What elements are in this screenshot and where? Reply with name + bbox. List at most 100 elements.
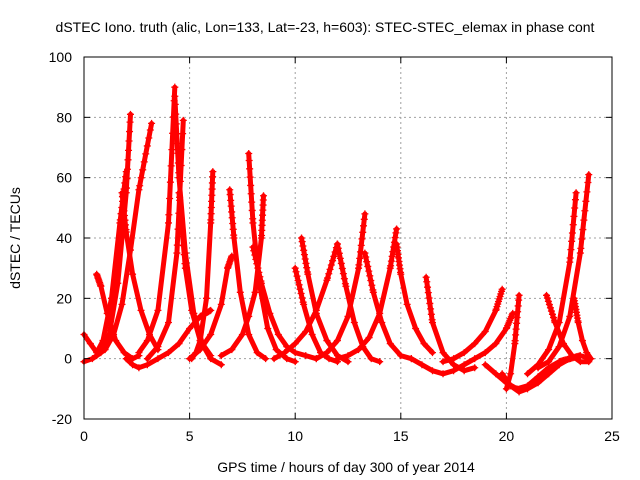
data-point: [251, 288, 259, 296]
data-point: [312, 355, 320, 363]
data-point: [122, 173, 130, 181]
x-axis-label: GPS time / hours of day 300 of year 2014: [217, 459, 475, 475]
data-series-22: [361, 249, 415, 363]
data-point: [339, 270, 347, 278]
data-point: [180, 251, 188, 259]
data-series-30: [502, 291, 523, 393]
data-point: [299, 298, 307, 306]
data-point: [245, 156, 253, 164]
data-point: [300, 251, 308, 259]
data-point: [238, 331, 246, 339]
data-point: [325, 355, 333, 363]
data-point: [330, 252, 338, 260]
data-point: [555, 343, 563, 351]
data-point: [356, 254, 364, 262]
data-point: [137, 174, 145, 182]
data-series-14: [245, 150, 299, 366]
data-point: [545, 370, 553, 378]
data-point: [166, 178, 174, 186]
data-point: [179, 116, 187, 124]
data-series-3: [93, 270, 143, 363]
data-series-26: [407, 309, 517, 378]
data-point: [439, 349, 447, 357]
data-point: [208, 185, 216, 193]
data-point: [534, 364, 542, 372]
data-point: [291, 358, 299, 366]
data-point: [207, 204, 215, 212]
data-point: [165, 211, 173, 219]
x-tick-label: 20: [499, 428, 515, 444]
data-point: [585, 171, 593, 179]
data-point: [270, 355, 278, 363]
data-series-31: [524, 189, 580, 378]
data-point: [312, 306, 320, 314]
data-point: [136, 182, 144, 190]
data-point: [230, 231, 238, 239]
data-point: [247, 181, 255, 189]
data-point: [323, 337, 331, 345]
data-point: [583, 349, 591, 357]
data-point: [407, 355, 415, 363]
data-point: [120, 349, 128, 357]
data-point: [179, 242, 187, 250]
data-point: [178, 223, 186, 231]
data-point: [481, 361, 489, 369]
data-point: [173, 241, 181, 249]
data-point: [124, 156, 132, 164]
data-point: [587, 355, 595, 363]
data-point: [217, 361, 225, 369]
data-point: [167, 162, 175, 170]
data-point: [376, 309, 384, 317]
data-point: [583, 188, 591, 196]
data-point: [188, 306, 196, 314]
data-point: [568, 352, 576, 360]
data-point: [397, 352, 405, 360]
data-point: [266, 309, 274, 317]
data-point: [492, 305, 500, 313]
data-series-7: [135, 83, 179, 357]
data-point: [460, 367, 468, 375]
data-point: [481, 349, 489, 357]
data-point: [245, 150, 253, 158]
data-point: [524, 385, 532, 393]
data-point: [135, 186, 143, 194]
data-point: [139, 166, 147, 174]
data-series-12: [186, 252, 236, 363]
data-point: [365, 334, 373, 342]
data-point: [567, 246, 575, 254]
data-point: [308, 331, 316, 339]
data-series-27: [439, 285, 506, 366]
data-point: [135, 364, 143, 372]
y-tick-label: 20: [56, 290, 72, 306]
data-point: [107, 294, 115, 302]
data-point: [173, 249, 181, 257]
data-point: [202, 294, 210, 302]
data-point: [118, 300, 126, 308]
data-point: [164, 349, 172, 357]
y-tick-label: 0: [64, 351, 72, 367]
data-point: [298, 238, 306, 246]
data-point: [333, 355, 341, 363]
data-point: [568, 237, 576, 245]
data-point: [578, 235, 586, 243]
data-point: [503, 324, 511, 332]
data-point: [179, 130, 187, 138]
y-axis-label: dSTEC / TECUs: [7, 187, 23, 289]
data-point: [502, 385, 510, 393]
data-point: [397, 268, 405, 276]
data-point: [122, 355, 130, 363]
data-point: [570, 212, 578, 220]
data-series-20: [333, 240, 384, 366]
data-point: [224, 263, 232, 271]
x-tick-label: 15: [393, 428, 409, 444]
data-point: [196, 337, 204, 345]
data-point: [566, 312, 574, 320]
data-point: [418, 361, 426, 369]
data-point: [86, 340, 94, 348]
data-point: [207, 355, 215, 363]
data-point: [334, 244, 342, 252]
data-point: [300, 246, 308, 254]
data-point: [386, 340, 394, 348]
data-point: [264, 325, 272, 332]
data-point: [93, 352, 101, 360]
